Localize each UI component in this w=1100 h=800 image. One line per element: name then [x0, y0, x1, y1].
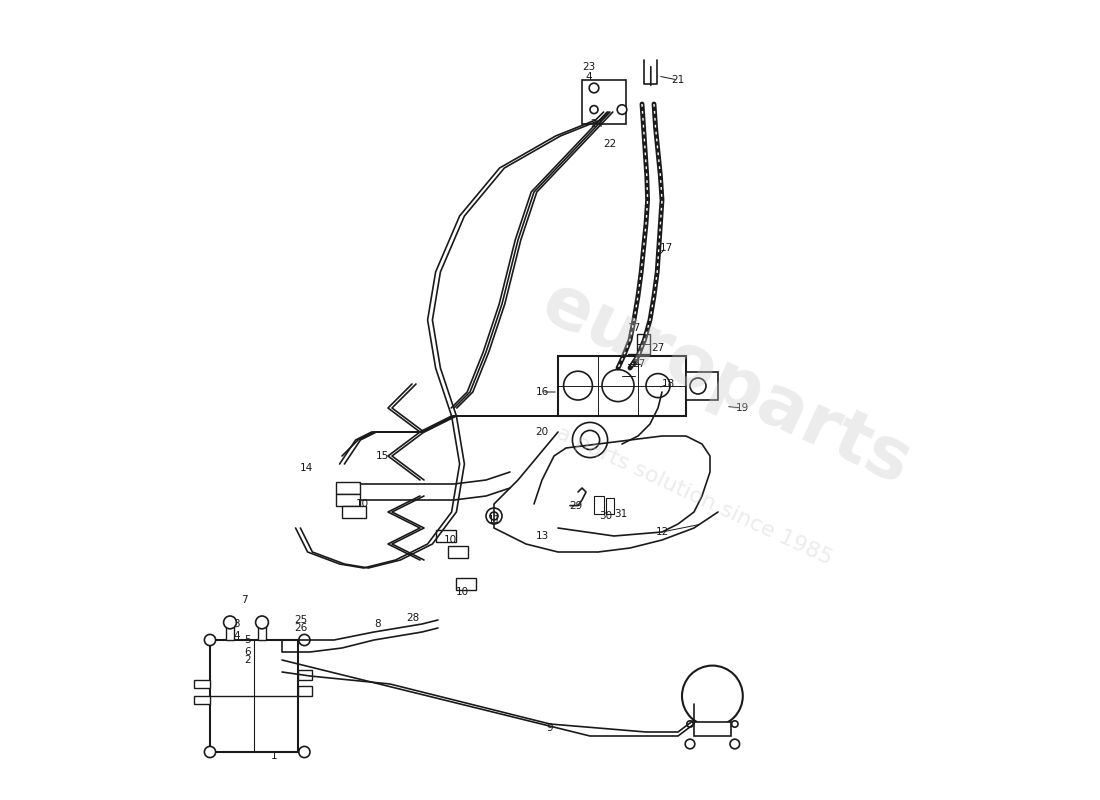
- Text: 9: 9: [547, 723, 553, 733]
- Text: europarts: europarts: [530, 268, 922, 500]
- Circle shape: [590, 106, 598, 114]
- Bar: [258, 624, 266, 640]
- Circle shape: [563, 371, 593, 400]
- Text: 17: 17: [659, 243, 672, 253]
- Text: 25: 25: [294, 615, 307, 625]
- Bar: [621, 366, 635, 386]
- Bar: [194, 696, 210, 704]
- Bar: [582, 80, 626, 124]
- Circle shape: [299, 746, 310, 758]
- Circle shape: [581, 430, 600, 450]
- Text: 26: 26: [294, 623, 307, 633]
- Circle shape: [572, 422, 607, 458]
- Text: 27: 27: [651, 343, 664, 353]
- Circle shape: [730, 739, 739, 749]
- Circle shape: [299, 634, 310, 646]
- Bar: [342, 506, 366, 518]
- Text: 19: 19: [736, 403, 749, 413]
- Text: 8: 8: [375, 619, 382, 629]
- Circle shape: [602, 370, 634, 402]
- Text: 27: 27: [632, 359, 646, 369]
- Text: 14: 14: [299, 463, 312, 473]
- Text: 7: 7: [241, 595, 248, 605]
- Text: 6: 6: [244, 647, 251, 657]
- Text: 2: 2: [244, 655, 251, 665]
- Text: 31: 31: [614, 509, 627, 518]
- Circle shape: [617, 105, 627, 114]
- Text: 30: 30: [600, 511, 613, 521]
- Text: 22: 22: [604, 139, 617, 149]
- Bar: [337, 482, 361, 494]
- Bar: [437, 530, 455, 542]
- Bar: [694, 722, 730, 736]
- Circle shape: [205, 634, 216, 646]
- Bar: [628, 354, 640, 374]
- Bar: [456, 578, 475, 590]
- Text: 21: 21: [671, 75, 684, 85]
- Bar: [637, 334, 650, 354]
- Text: 24: 24: [591, 119, 604, 129]
- Text: 4: 4: [585, 72, 592, 82]
- Circle shape: [685, 739, 695, 749]
- Text: 10: 10: [443, 535, 456, 545]
- Bar: [594, 496, 604, 514]
- Bar: [337, 494, 361, 506]
- Bar: [449, 546, 468, 558]
- Text: 1: 1: [271, 751, 277, 761]
- Text: 11: 11: [487, 515, 500, 525]
- Bar: [226, 624, 234, 640]
- Text: 18: 18: [662, 379, 675, 389]
- Circle shape: [690, 378, 706, 394]
- Text: 15: 15: [375, 451, 388, 461]
- Circle shape: [490, 512, 498, 520]
- Circle shape: [732, 721, 738, 727]
- Bar: [298, 670, 312, 680]
- Text: 20: 20: [536, 427, 549, 437]
- Text: 12: 12: [656, 527, 669, 537]
- Text: 16: 16: [536, 387, 549, 397]
- Text: 4: 4: [233, 631, 240, 641]
- Bar: [558, 356, 686, 416]
- Circle shape: [486, 508, 502, 524]
- Circle shape: [686, 721, 693, 727]
- Circle shape: [255, 616, 268, 629]
- Text: 13: 13: [536, 531, 549, 541]
- Text: 17: 17: [627, 323, 640, 333]
- Bar: [210, 640, 298, 752]
- Text: 23: 23: [582, 62, 595, 72]
- Text: a parts solution since 1985: a parts solution since 1985: [553, 423, 835, 569]
- Text: 3: 3: [233, 619, 240, 629]
- Circle shape: [682, 666, 742, 726]
- Circle shape: [646, 374, 670, 398]
- Text: 29: 29: [569, 501, 582, 510]
- Text: 10: 10: [455, 587, 469, 597]
- Circle shape: [590, 83, 598, 93]
- Circle shape: [223, 616, 236, 629]
- Text: 5: 5: [244, 635, 251, 645]
- Bar: [606, 498, 614, 514]
- Bar: [298, 686, 312, 696]
- Circle shape: [205, 746, 216, 758]
- Bar: [686, 372, 718, 400]
- Bar: [194, 680, 210, 688]
- Text: 10: 10: [355, 499, 368, 509]
- Text: 28: 28: [406, 614, 419, 623]
